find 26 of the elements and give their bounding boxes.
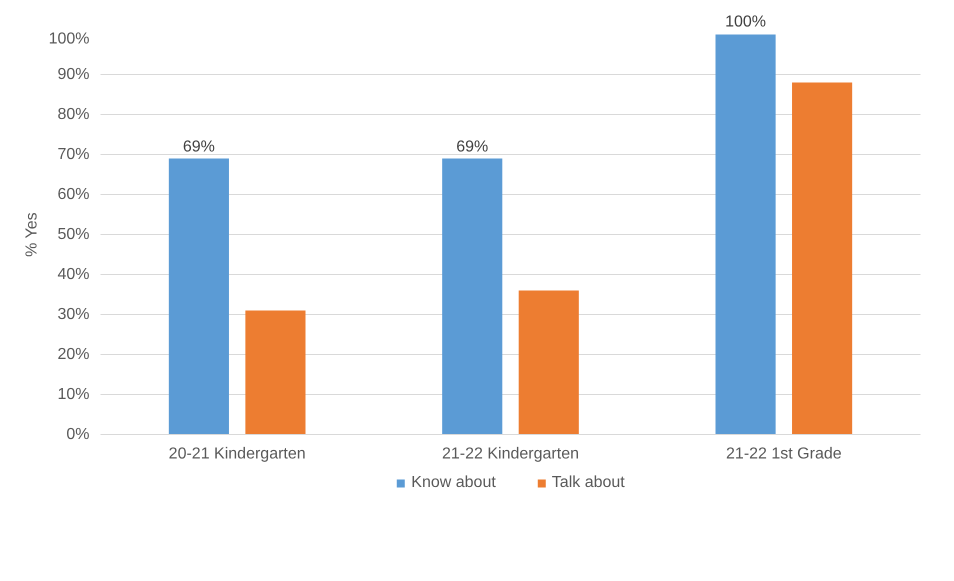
- bar: [518, 290, 579, 434]
- data-label: 69%: [456, 138, 488, 156]
- y-tick-label: 50%: [57, 226, 90, 243]
- y-tick-label: 0%: [66, 426, 90, 443]
- y-tick-label: 100%: [48, 30, 90, 48]
- bar: [442, 158, 502, 434]
- y-tick-label: 20%: [57, 346, 90, 363]
- x-tick-label: 21-22 Kindergarten: [442, 446, 579, 462]
- legend-label: Know about: [411, 474, 496, 492]
- data-label: 100%: [725, 14, 766, 30]
- y-tick-label: 80%: [57, 106, 90, 123]
- y-tick-label: 60%: [57, 186, 90, 203]
- x-tick-label: 20-21 Kindergarten: [168, 446, 306, 462]
- bar: [168, 158, 229, 434]
- y-tick-label: 40%: [57, 266, 90, 283]
- y-axis-title: % Yes: [24, 212, 41, 257]
- y-tick-label: 30%: [57, 306, 90, 323]
- bar: [792, 82, 852, 434]
- legend-label: Talk about: [552, 474, 625, 492]
- x-tick-label: 21-22 1st Grade: [726, 446, 842, 462]
- bar: [716, 34, 776, 434]
- y-tick-label: 70%: [57, 146, 90, 163]
- data-label: 69%: [182, 138, 215, 156]
- bar: [245, 310, 306, 434]
- y-tick-label: 90%: [57, 66, 90, 83]
- y-tick-label: 10%: [57, 386, 90, 403]
